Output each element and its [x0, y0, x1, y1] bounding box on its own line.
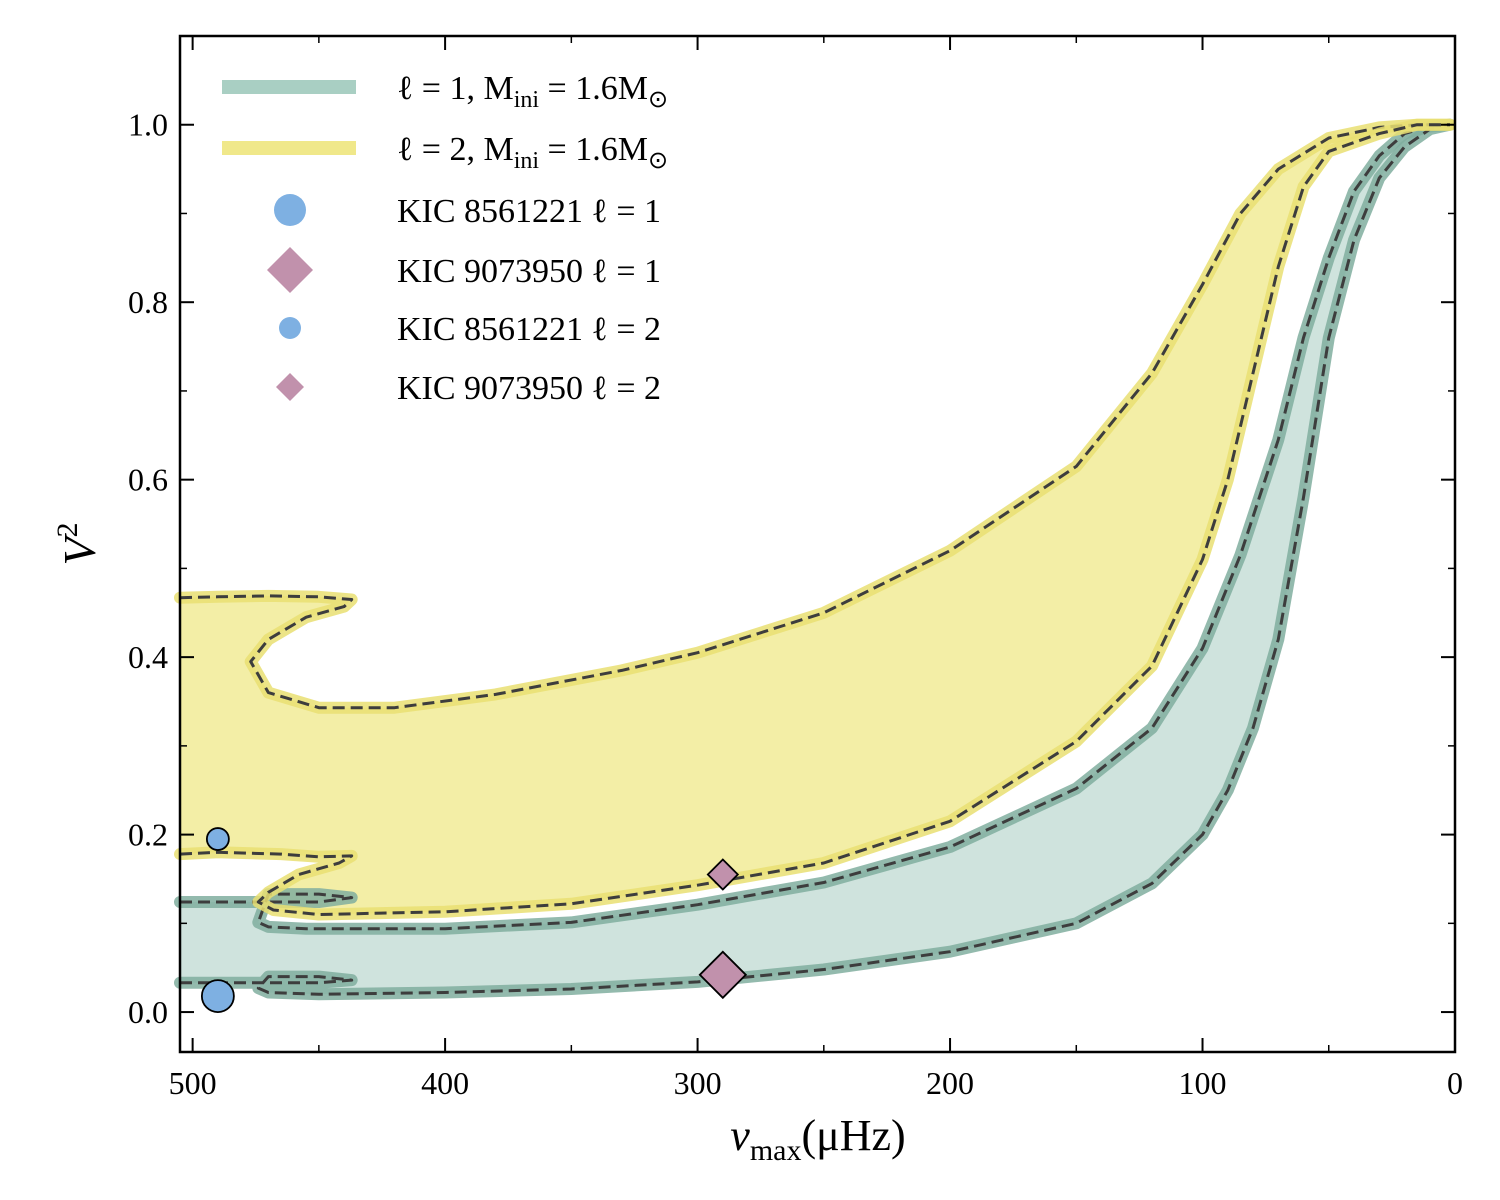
x-tick-label-0: 500 — [169, 1065, 217, 1101]
y-tick-label-3: 0.6 — [128, 462, 168, 498]
legend-marker-diamond-large — [267, 247, 313, 293]
y-axis-label-main: V — [54, 533, 105, 566]
x-axis-label-sub: max — [750, 1134, 802, 1167]
legend-label-point-2: KIC 8561221 ℓ = 1 — [397, 193, 661, 230]
plot-frame — [178, 34, 1457, 1054]
legend-label-point-4: KIC 8561221 ℓ = 2 — [397, 311, 661, 348]
bands-layer — [174, 118, 1456, 1001]
data-point-circle-small-2-0 — [205, 827, 230, 851]
x-axis-label-main: ν — [730, 1111, 750, 1160]
y-tick-label-5: 1.0 — [128, 107, 168, 143]
data-point-diamond-small-3-0 — [706, 858, 740, 891]
points-layer — [200, 827, 748, 1013]
x-tick-label-4: 100 — [1179, 1065, 1227, 1101]
band-fill-l1 — [180, 124, 1450, 995]
x-axis-label-unit: (μHz) — [801, 1111, 905, 1160]
band-dash-l1-lower — [180, 123, 1451, 996]
x-tick-label-5: 0 — [1447, 1065, 1463, 1101]
x-tick-label-1: 400 — [421, 1065, 469, 1101]
legend-label-point-3: KIC 9073950 ℓ = 1 — [397, 253, 661, 290]
y-axis-label: V2 — [51, 522, 105, 565]
legend-marker-diamond-small — [276, 373, 304, 401]
y-tick-label-2: 0.4 — [128, 639, 168, 675]
legend-label-l1: ℓ = 1, Mini = 1.6M⊙ — [397, 70, 668, 113]
x-tick-label-2: 300 — [674, 1065, 722, 1101]
legend-label-point-5: KIC 9073950 ℓ = 2 — [397, 370, 661, 407]
y-tick-label-0: 0.0 — [128, 994, 168, 1030]
y-tick-label-1: 0.2 — [128, 817, 168, 853]
legend-marker-circle-small — [279, 317, 301, 339]
band-dash-l2-lower — [179, 123, 1450, 916]
x-axis-label: νmax(μHz) — [730, 1111, 905, 1167]
y-axis-label-sup: 2 — [51, 522, 84, 537]
band-dash-l1-upper — [180, 123, 1451, 931]
y-tick-label-4: 0.8 — [128, 284, 168, 320]
data-point-diamond-large-1-0 — [698, 950, 748, 1000]
band-dash-l2-upper — [179, 123, 1450, 710]
x-tick-label-3: 200 — [926, 1065, 974, 1101]
legend-marker-circle-large — [274, 194, 306, 226]
legend-label-l2: ℓ = 2, Mini = 1.6M⊙ — [397, 131, 668, 174]
band-fill-l2 — [180, 124, 1450, 915]
data-point-circle-large-0-0 — [200, 979, 235, 1013]
ticks-layer: 500 400 300 200 100 0 0.0 0.2 0.4 0.6 0.8 1.0 — [128, 36, 1463, 1101]
legend: ℓ = 1, Mini = 1.6M⊙ ℓ = 2, Mini = 1.6M⊙ KI… — [222, 70, 668, 407]
